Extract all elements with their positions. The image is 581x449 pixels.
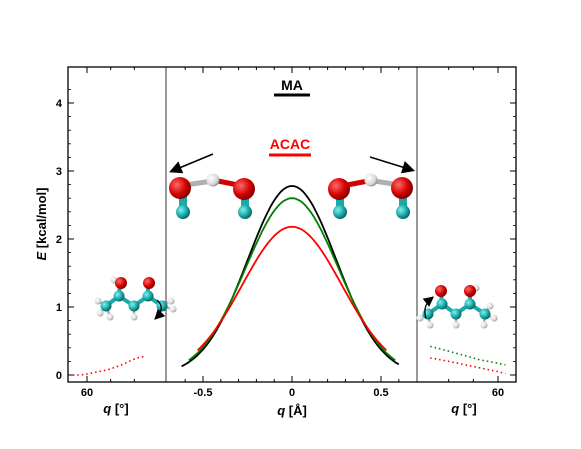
x-tick-label-center: -0.5	[194, 387, 213, 399]
legend-label-acac: ACAC	[270, 136, 310, 152]
y-axis-ticks: 0 1 2 3 4	[56, 89, 516, 382]
legend-label-ma: MA	[281, 77, 303, 93]
x-axis-label-right: q [°]	[451, 401, 476, 416]
x-tick-label-center: 0	[289, 387, 295, 399]
molecule-fragment-right	[328, 173, 413, 219]
plot-frame	[67, 66, 517, 383]
x-tick-label-right: 60	[492, 387, 504, 399]
y-axis-label: E [kcal/mol]	[34, 188, 49, 261]
molecule-fragment-left	[169, 173, 255, 219]
arrow-left	[169, 153, 214, 174]
x-axis-label-center: q [Å]	[277, 403, 307, 418]
y-tick-label: 1	[56, 302, 62, 314]
x-axis-ticks: -0.5 0 0.5 60 60	[81, 67, 504, 399]
series-dotted-right-1	[430, 357, 506, 375]
data-series	[72, 185, 506, 376]
series-dotted-right-0	[430, 345, 506, 366]
y-tick-label: 4	[56, 98, 63, 110]
series-line-ma	[181, 185, 400, 368]
y-tick-label: 2	[56, 234, 62, 246]
x-tick-label-left: 60	[81, 387, 93, 399]
legend: MA ACAC	[269, 77, 311, 157]
arrow-right	[369, 156, 416, 174]
y-tick-label: 0	[56, 370, 62, 382]
x-tick-label-center: 0.5	[373, 387, 388, 399]
molecule-right	[416, 284, 498, 329]
y-tick-label: 3	[56, 166, 62, 178]
molecule-left	[94, 276, 177, 321]
series-dotted-left-0	[72, 355, 144, 376]
series-line-green	[188, 197, 396, 362]
x-axis-label-left: q [°]	[103, 401, 128, 416]
series-line-acac	[197, 225, 387, 351]
